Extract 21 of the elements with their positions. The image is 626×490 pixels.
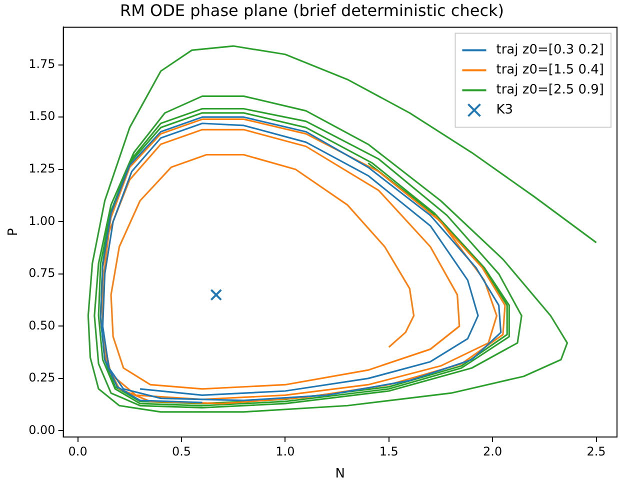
y-axis-title: P <box>6 228 22 236</box>
y-tick-label: 1.00 <box>28 214 56 228</box>
legend-label: traj z0=[2.5 0.9] <box>496 82 604 98</box>
y-tick-label: 0.75 <box>28 266 56 280</box>
y-tick-label: 1.50 <box>28 109 56 124</box>
x-axis-title: N <box>335 466 346 482</box>
legend-label: traj z0=[0.3 0.2] <box>496 42 604 58</box>
y-tick-label: 0.00 <box>28 422 56 437</box>
legend-label: traj z0=[1.5 0.4] <box>496 62 604 78</box>
x-tick-label: 0.0 <box>68 444 88 458</box>
x-tick-label: 1.5 <box>379 444 398 458</box>
y-tick-label: 0.50 <box>28 318 56 332</box>
y-tick-label: 0.25 <box>28 370 56 385</box>
x-tick-label: 2.0 <box>483 444 502 458</box>
chart-title: RM ODE phase plane (brief deterministic check) <box>120 0 504 20</box>
x-tick-label: 1.0 <box>276 444 295 458</box>
y-tick-label: 1.75 <box>28 56 56 71</box>
x-tick-label: 0.5 <box>172 444 192 458</box>
legend-label: K3 <box>496 102 514 118</box>
x-tick-label: 2.5 <box>586 444 606 458</box>
y-tick-label: 1.25 <box>28 162 56 176</box>
